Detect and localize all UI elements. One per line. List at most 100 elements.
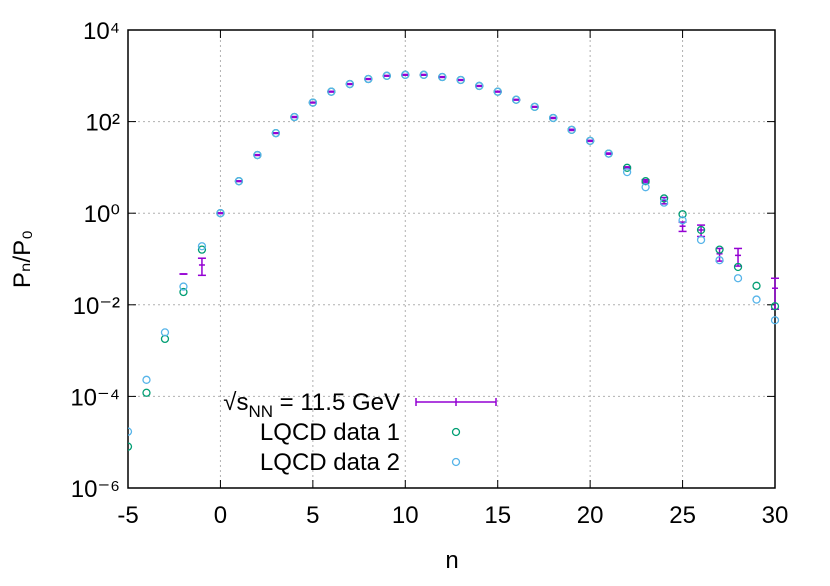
data-point [530,102,539,111]
data-point [715,256,724,265]
plot-frame [127,29,776,489]
error-bar [567,128,576,132]
data-point [271,128,281,138]
data-point [401,70,410,79]
data-point [659,194,669,203]
data-point [345,79,354,89]
x-tick-label: 10 [392,502,419,529]
data-point [142,388,151,397]
data-point [715,245,724,254]
data-point [197,245,207,254]
error-bar [271,132,280,135]
error-bar [345,82,354,86]
error-bar [234,180,243,183]
x-tick-label: 30 [762,502,789,529]
x-tick-label: 5 [306,502,319,529]
x-tick-label: 25 [669,502,696,529]
y-tick-label: 10⁻² [73,293,120,320]
error-bar [401,73,410,76]
x-tick-label: 0 [214,502,227,529]
legend-symbol [451,457,461,467]
error-bar [715,247,724,262]
error-bar [253,153,262,157]
data-point [733,262,743,272]
data-point [419,70,428,79]
data-point [128,427,133,436]
data-point [179,287,188,297]
data-point [179,282,188,291]
data-point [327,87,336,96]
plot-marks [128,70,780,451]
data-point [253,150,262,160]
data-point [696,235,706,245]
error-bar [382,74,391,77]
x-axis-label: n [445,547,458,574]
legend-symbol [451,427,461,437]
data-point [493,87,502,96]
legend-subscript: NN [248,402,273,421]
data-point [604,149,613,158]
legend-text-part: = 11.5 GeV [273,389,400,416]
data-point [678,210,687,219]
x-tick-label: 15 [484,502,511,529]
error-bar [419,73,428,76]
data-point [160,328,170,337]
error-bar [216,212,225,215]
data-point [364,74,373,84]
legend-label: √sNN = 11.5 GeV [223,389,400,421]
error-bar [475,84,484,88]
error-bar [512,98,521,101]
y-tick-label: 10⁻⁴ [70,384,120,411]
error-bar [586,139,595,143]
data-point [142,375,151,384]
error-bar [364,77,373,81]
legend-label: LQCD data 2 [260,449,400,476]
y-tick-label: 10⁴ [83,18,120,45]
data-point [308,98,318,107]
data-point [128,442,133,451]
x-tick-label: 20 [577,502,604,529]
error-bar [604,152,613,155]
data-point [752,295,761,304]
data-point [382,71,391,80]
x-tick-label: -5 [117,502,138,529]
error-bar [530,105,539,108]
y-tick-label: 10⁰ [84,201,120,228]
y-tick-label: 10⁻⁶ [71,476,120,503]
data-point [585,136,595,145]
data-point [456,75,465,85]
data-point [475,81,484,91]
y-tick-label: 10² [85,110,120,137]
data-point [770,316,780,325]
data-point [752,281,761,290]
data-point [659,198,669,207]
error-bar [197,257,206,277]
data-point [696,225,706,235]
data-point [549,113,558,123]
y-axis-label: Pₙ/P₀ [9,230,36,288]
data-point [622,167,632,177]
legend-text-part: √s [223,389,248,416]
data-point [678,216,687,225]
data-point [438,72,447,82]
data-point [234,177,244,186]
data-point [567,125,576,135]
data-point [770,302,780,311]
error-bar [493,90,502,93]
error-bar [327,90,336,93]
data-point [290,112,299,122]
data-point [622,163,632,172]
data-point [641,183,650,192]
data-point [216,209,225,218]
error-bar [290,115,299,119]
data-point [197,242,207,251]
legend-label: LQCD data 1 [260,419,400,446]
data-point [512,95,521,104]
error-bar [549,116,558,120]
error-bar [308,101,317,104]
error-bar [438,75,447,79]
data-point [733,274,743,283]
error-bar [456,78,465,82]
